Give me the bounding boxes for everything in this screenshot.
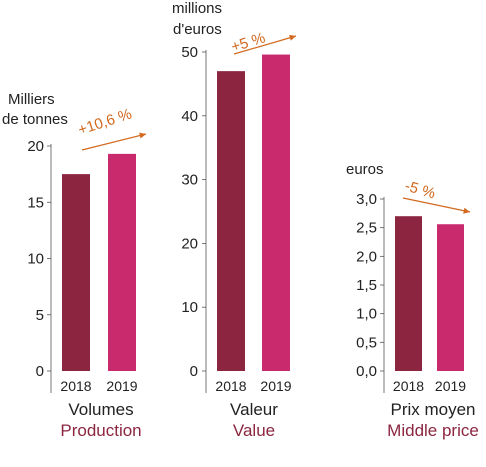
y-axis-label-line: de tonnes — [2, 111, 68, 128]
trend-arrow-head — [463, 207, 470, 214]
y-tick-label: 2,0 — [356, 248, 377, 265]
y-tick-label: 2,5 — [356, 220, 377, 237]
panel-title-en: Value — [233, 421, 275, 440]
bar-2018 — [217, 71, 245, 371]
x-tick-label: 2019 — [435, 378, 466, 394]
trend-arrow — [233, 35, 297, 55]
y-axis-label-line: euros — [346, 161, 384, 178]
y-tick-label: 40 — [181, 108, 198, 125]
y-tick-label: 0,0 — [356, 363, 377, 380]
y-tick-label: 20 — [181, 235, 198, 252]
trend-annotation: +10,6 % — [76, 105, 134, 138]
y-tick-label: 0 — [190, 363, 198, 380]
y-axis-label: euros — [346, 161, 384, 178]
y-tick-label: 10 — [181, 299, 198, 316]
x-tick-label: 2018 — [393, 378, 424, 394]
bar-2019 — [437, 224, 464, 371]
bar-2018 — [62, 174, 90, 371]
y-axis-label: millions d'euros — [172, 0, 222, 38]
y-tick-label: 5 — [36, 307, 44, 324]
y-tick-label: 50 — [181, 44, 198, 61]
x-tick-label: 2018 — [60, 378, 91, 394]
y-tick-label: 20 — [27, 138, 44, 155]
y-tick-label: 3,0 — [356, 191, 377, 208]
bar-2018 — [395, 216, 422, 371]
panel-title: Volumes — [68, 400, 133, 419]
x-tick-label: 2019 — [260, 378, 291, 394]
y-tick-label: 30 — [181, 172, 198, 189]
y-tick-label: 1,0 — [356, 306, 377, 323]
y-axis-label-line: d'euros — [173, 21, 222, 38]
trend-annotation: +5 % — [229, 29, 267, 55]
trend-arrow-head — [289, 34, 296, 41]
bar-2019 — [108, 153, 136, 371]
y-tick-label: 0 — [36, 363, 44, 380]
panel-title-en: Middle price — [387, 421, 479, 440]
y-axis-label-line: Milliers — [8, 91, 55, 108]
trend-arrow — [81, 133, 147, 151]
y-tick-label: 0,5 — [356, 334, 377, 351]
bar-2019 — [262, 54, 290, 371]
trend-arrow-head — [139, 132, 146, 139]
panel-title-en: Production — [60, 421, 141, 440]
y-tick-label: 1,5 — [356, 277, 377, 294]
y-axis-label: Milliers de tonnes — [2, 91, 68, 128]
trend-arrow — [402, 197, 471, 213]
y-tick-label: 15 — [27, 194, 44, 211]
y-axis-label-line: millions — [172, 0, 222, 17]
panel-title: Valeur — [230, 400, 278, 419]
y-tick-label: 10 — [27, 251, 44, 268]
x-tick-label: 2018 — [215, 378, 246, 394]
x-tick-label: 2019 — [106, 378, 137, 394]
panel-title: Prix moyen — [390, 400, 475, 419]
